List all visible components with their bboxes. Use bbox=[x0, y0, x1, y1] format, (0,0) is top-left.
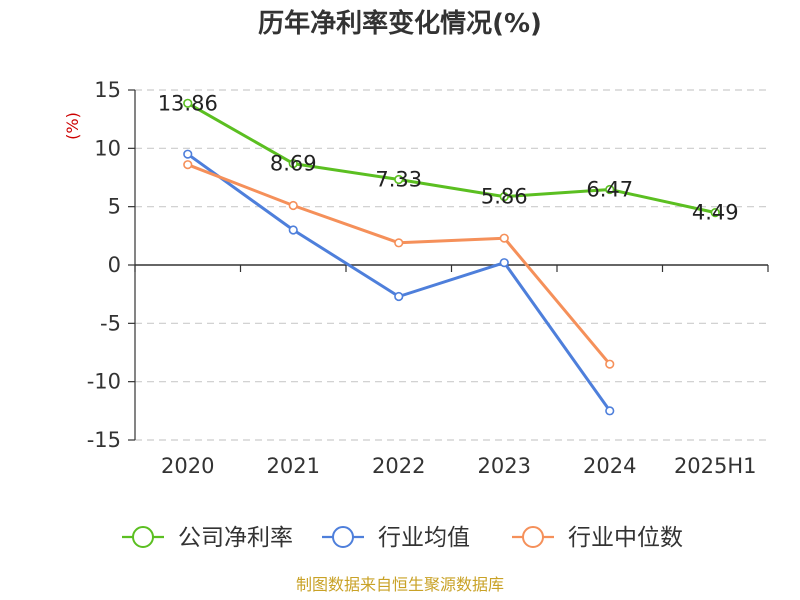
data-point-2 bbox=[394, 238, 404, 248]
y-tick-label: 0 bbox=[108, 253, 121, 277]
data-point-0 bbox=[288, 159, 298, 169]
legend-label: 行业均值 bbox=[378, 525, 470, 551]
data-point-2 bbox=[288, 200, 298, 211]
data-point-1 bbox=[288, 225, 298, 235]
axes: 15 10 5 0 -5 -10 -15 2020 2021 2022 2023 2024 2025H1 bbox=[87, 78, 769, 478]
chart-title: 历年净利率变化情况(%) bbox=[258, 8, 542, 39]
x-tick-label: 2020 bbox=[161, 454, 214, 478]
y-tick-label: 10 bbox=[94, 136, 121, 160]
y-tick-label: -5 bbox=[100, 311, 121, 335]
y-tick-label: -10 bbox=[87, 370, 121, 394]
source-note: 制图数据来自恒生聚源数据库 bbox=[296, 575, 504, 594]
x-tick-label: 2025H1 bbox=[674, 454, 757, 478]
x-tick-label: 2021 bbox=[267, 454, 320, 478]
y-tick-label: -15 bbox=[87, 428, 121, 452]
data-point-1 bbox=[605, 406, 615, 416]
data-point-0 bbox=[710, 208, 720, 218]
x-tick-label: 2024 bbox=[583, 454, 636, 478]
y-axis-label: (%) bbox=[63, 112, 82, 140]
legend-marker bbox=[332, 526, 354, 548]
data-point-0 bbox=[183, 98, 193, 108]
data-labels: 13.86 8.69 7.33 5.86 6.47 4.49 bbox=[158, 91, 739, 224]
data-point-1 bbox=[394, 291, 404, 302]
grid-lines bbox=[135, 89, 768, 441]
x-tick-label: 2022 bbox=[372, 454, 425, 478]
data-point-2 bbox=[499, 233, 509, 243]
y-tick-label: 15 bbox=[94, 78, 121, 102]
data-point-2 bbox=[605, 359, 615, 369]
data-label: 13.86 bbox=[158, 91, 218, 115]
legend: 公司净利率 行业均值 行业中位数 bbox=[122, 525, 683, 551]
data-point-1 bbox=[183, 149, 193, 159]
legend-item-1: 行业均值 bbox=[322, 525, 470, 551]
data-label: 7.33 bbox=[375, 167, 422, 191]
data-label: 6.47 bbox=[586, 178, 633, 202]
data-point-0 bbox=[394, 174, 404, 185]
legend-item-2: 行业中位数 bbox=[512, 525, 683, 551]
data-point-1 bbox=[499, 258, 509, 268]
data-point-2 bbox=[183, 160, 193, 170]
legend-label: 行业中位数 bbox=[568, 525, 683, 551]
x-tick-label: 2023 bbox=[478, 454, 531, 478]
legend-marker bbox=[522, 526, 544, 548]
data-point-0 bbox=[605, 184, 615, 195]
data-point-0 bbox=[499, 192, 509, 202]
legend-item-0: 公司净利率 bbox=[122, 525, 293, 551]
data-label: 5.86 bbox=[481, 185, 528, 209]
y-tick-label: 5 bbox=[108, 195, 121, 219]
data-label: 8.69 bbox=[270, 152, 317, 176]
legend-marker bbox=[132, 526, 154, 548]
series-lines bbox=[183, 98, 720, 416]
series-line-0 bbox=[186, 101, 717, 215]
legend-label: 公司净利率 bbox=[178, 525, 293, 551]
data-label: 4.49 bbox=[692, 201, 739, 225]
